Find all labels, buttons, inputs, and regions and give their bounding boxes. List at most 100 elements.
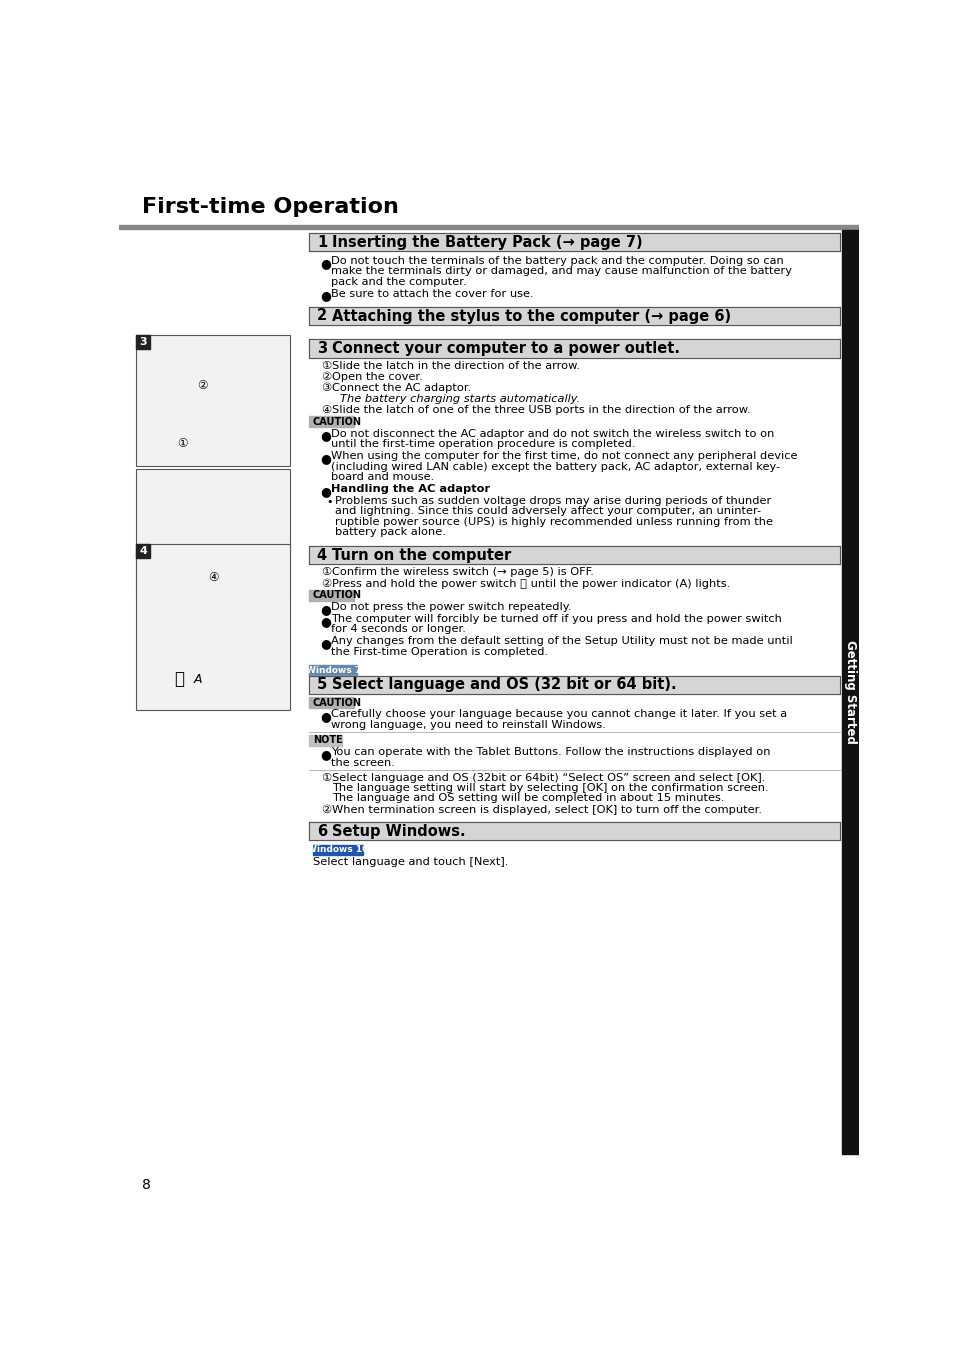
Text: The language setting will start by selecting [OK] on the confirmation screen.: The language setting will start by selec… (332, 783, 768, 792)
Text: ④: ④ (320, 405, 331, 416)
Text: Connect the AC adaptor.: Connect the AC adaptor. (332, 383, 471, 393)
Text: ②: ② (320, 371, 331, 382)
Text: Do not press the power switch repeatedly.: Do not press the power switch repeatedly… (331, 602, 571, 612)
Bar (309, 417, 354, 427)
Text: Select language and OS (32bit or 64bit) “Select OS” screen and select [OK].: Select language and OS (32bit or 64bit) … (332, 772, 765, 783)
Text: CAUTION: CAUTION (313, 417, 361, 427)
Text: Turn on the computer: Turn on the computer (332, 548, 511, 563)
Text: ①: ① (320, 772, 331, 783)
Text: Any changes from the default setting of the Setup Utility must not be made until: Any changes from the default setting of … (331, 636, 792, 647)
Text: Slide the latch in the direction of the arrow.: Slide the latch in the direction of the … (332, 360, 579, 371)
Text: Do not touch the terminals of the battery pack and the computer. Doing so can: Do not touch the terminals of the batter… (331, 256, 782, 266)
Text: A: A (193, 672, 202, 686)
Text: First-time Operation: First-time Operation (142, 197, 399, 216)
Bar (309, 664, 356, 675)
Text: •: • (326, 497, 333, 508)
Text: ③: ③ (320, 383, 331, 393)
Text: Do not disconnect the AC adaptor and do not switch the wireless switch to on: Do not disconnect the AC adaptor and do … (331, 429, 774, 439)
Text: until the first-time operation procedure is completed.: until the first-time operation procedure… (331, 439, 635, 450)
Text: ●: ● (320, 256, 332, 270)
Text: CAUTION: CAUTION (313, 590, 361, 601)
Text: The computer will forcibly be turned off if you press and hold the power switch: The computer will forcibly be turned off… (331, 614, 781, 624)
Text: ●: ● (320, 485, 332, 498)
Text: ●: ● (320, 452, 332, 464)
Bar (309, 339, 840, 358)
Text: When using the computer for the first time, do not connect any peripheral device: When using the computer for the first ti… (331, 451, 797, 462)
Bar (309, 590, 354, 601)
Bar (841, 230, 858, 1154)
Bar (136, 470, 290, 597)
Bar (309, 675, 840, 694)
Text: Select language and OS (32 bit or 64 bit).: Select language and OS (32 bit or 64 bit… (332, 678, 677, 693)
Text: ●: ● (320, 603, 332, 616)
Text: 1: 1 (316, 235, 327, 250)
Text: 4: 4 (316, 548, 327, 563)
Bar (313, 845, 363, 855)
Text: Select language and touch [Next].: Select language and touch [Next]. (313, 856, 508, 867)
Text: Problems such as sudden voltage drops may arise during periods of thunder: Problems such as sudden voltage drops ma… (335, 495, 771, 506)
Text: CAUTION: CAUTION (313, 698, 361, 707)
Bar (309, 306, 840, 325)
Text: Windows 7: Windows 7 (305, 666, 360, 675)
Text: the screen.: the screen. (331, 757, 395, 768)
Text: ●: ● (320, 614, 332, 628)
Text: ①: ① (320, 567, 331, 578)
Text: ⏻: ⏻ (173, 670, 184, 688)
Text: Attaching the stylus to the computer (→ page 6): Attaching the stylus to the computer (→ … (332, 309, 731, 324)
Bar (309, 734, 341, 745)
Text: for 4 seconds or longer.: for 4 seconds or longer. (331, 625, 465, 634)
Text: 2: 2 (316, 309, 327, 324)
Text: ●: ● (320, 748, 332, 761)
Text: Connect your computer to a power outlet.: Connect your computer to a power outlet. (332, 340, 679, 356)
Text: (including wired LAN cable) except the battery pack, AC adaptor, external key-: (including wired LAN cable) except the b… (331, 462, 780, 471)
Text: and lightning. Since this could adversely affect your computer, an uninter-: and lightning. Since this could adversel… (335, 506, 760, 516)
Text: ②: ② (320, 579, 331, 589)
Text: Slide the latch of one of the three USB ports in the direction of the arrow.: Slide the latch of one of the three USB … (332, 405, 750, 416)
Text: make the terminals dirty or damaged, and may cause malfunction of the battery: make the terminals dirty or damaged, and… (331, 266, 791, 277)
Text: You can operate with the Tablet Buttons. Follow the instructions displayed on: You can operate with the Tablet Buttons.… (331, 747, 769, 757)
Text: ruptible power source (UPS) is highly recommended unless running from the: ruptible power source (UPS) is highly re… (335, 517, 773, 526)
Bar (136, 335, 290, 466)
Text: Setup Windows.: Setup Windows. (332, 824, 465, 838)
Text: ①: ① (320, 360, 331, 371)
Text: Be sure to attach the cover for use.: Be sure to attach the cover for use. (331, 289, 533, 298)
Bar (136, 544, 290, 710)
Bar (309, 232, 840, 251)
Text: Carefully choose your language because you cannot change it later. If you set a: Carefully choose your language because y… (331, 710, 786, 720)
Text: ④: ④ (209, 571, 219, 583)
Text: Inserting the Battery Pack (→ page 7): Inserting the Battery Pack (→ page 7) (332, 235, 642, 250)
Text: 5: 5 (316, 678, 327, 693)
Bar (136, 544, 150, 558)
Text: Windows 10: Windows 10 (307, 845, 368, 855)
Text: ①: ① (177, 436, 188, 450)
Bar (309, 697, 354, 707)
Text: ②: ② (196, 379, 207, 391)
Text: 3: 3 (316, 340, 327, 356)
Text: ●: ● (320, 637, 332, 651)
Text: Confirm the wireless switch (→ page 5) is OFF.: Confirm the wireless switch (→ page 5) i… (332, 567, 594, 578)
Text: 6: 6 (316, 824, 327, 838)
Text: the First-time Operation is completed.: the First-time Operation is completed. (331, 647, 547, 656)
Text: NOTE: NOTE (313, 736, 342, 745)
Text: 8: 8 (142, 1179, 152, 1192)
Bar (309, 822, 840, 840)
Text: 3: 3 (139, 338, 147, 347)
Bar (119, 225, 858, 230)
Text: wrong language, you need to reinstall Windows.: wrong language, you need to reinstall Wi… (331, 720, 605, 730)
Bar (309, 545, 840, 564)
Text: 4: 4 (139, 547, 147, 556)
Text: pack and the computer.: pack and the computer. (331, 277, 466, 286)
Text: The language and OS setting will be completed in about 15 minutes.: The language and OS setting will be comp… (332, 794, 724, 803)
Text: ②: ② (320, 805, 331, 814)
Text: battery pack alone.: battery pack alone. (335, 526, 446, 537)
Text: Handling the AC adaptor: Handling the AC adaptor (331, 483, 490, 494)
Text: Getting Started: Getting Started (842, 640, 856, 744)
Text: ●: ● (320, 429, 332, 443)
Text: When termination screen is displayed, select [OK] to turn off the computer.: When termination screen is displayed, se… (332, 805, 761, 814)
Text: Press and hold the power switch ⏻ until the power indicator (A) lights.: Press and hold the power switch ⏻ until … (332, 579, 730, 589)
Text: Open the cover.: Open the cover. (332, 371, 423, 382)
Text: ●: ● (320, 289, 332, 302)
Text: ●: ● (320, 710, 332, 724)
Text: board and mouse.: board and mouse. (331, 472, 434, 482)
Text: The battery charging starts automatically.: The battery charging starts automaticall… (340, 394, 579, 404)
